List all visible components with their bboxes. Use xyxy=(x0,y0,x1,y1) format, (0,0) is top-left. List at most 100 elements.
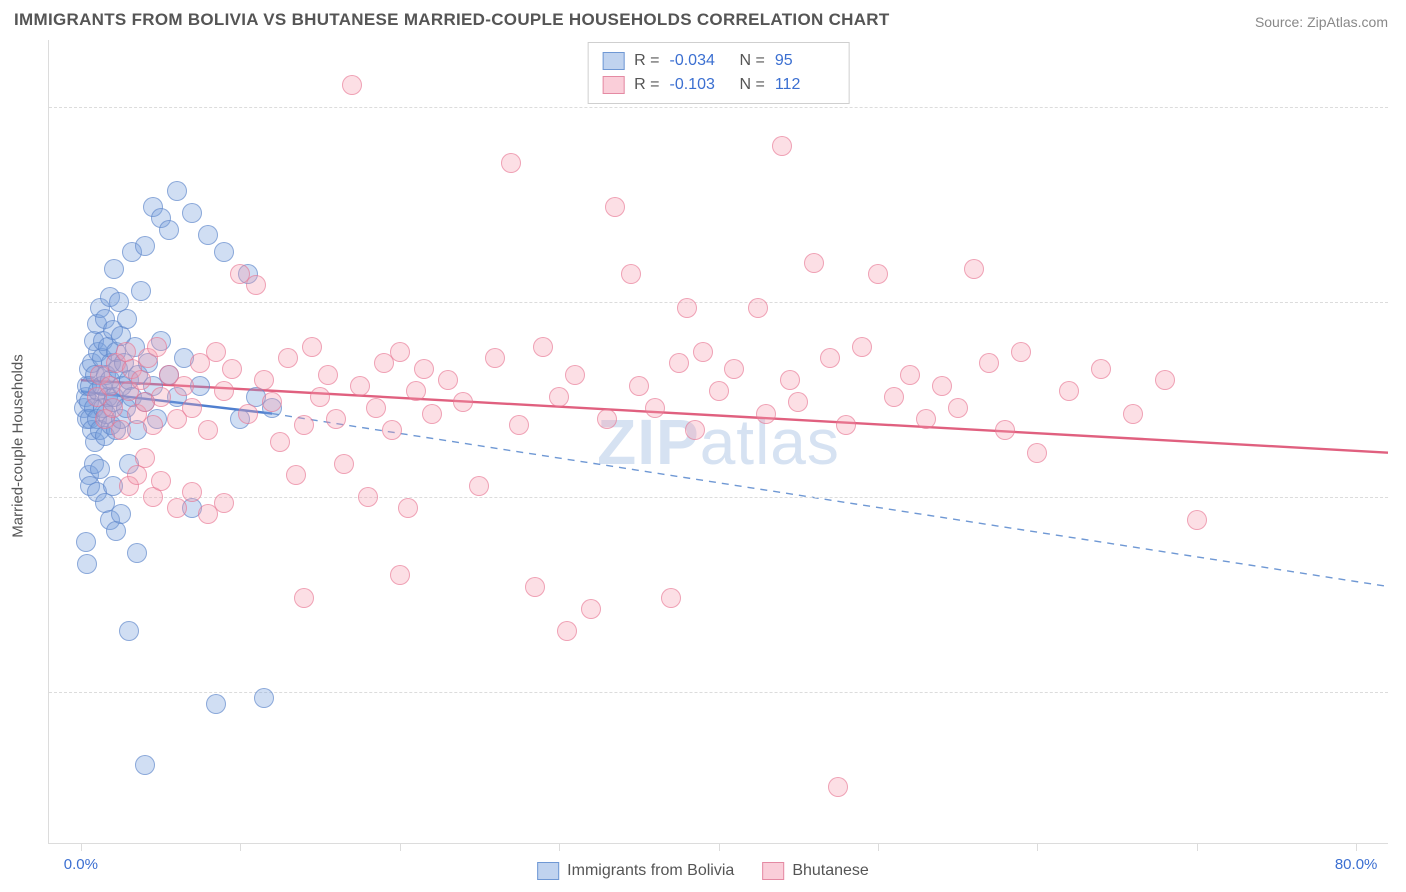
scatter-point-bhutanese xyxy=(756,404,776,424)
y-tick-label: 62.5% xyxy=(1398,294,1406,311)
scatter-point-bhutanese xyxy=(661,588,681,608)
scatter-point-bhutanese xyxy=(509,415,529,435)
scatter-point-bhutanese xyxy=(131,370,151,390)
scatter-point-bhutanese xyxy=(167,498,187,518)
source-name: ZipAtlas.com xyxy=(1307,14,1388,30)
scatter-point-bolivia xyxy=(198,225,218,245)
scatter-point-bhutanese xyxy=(995,420,1015,440)
legend-item-bolivia: Immigrants from Bolivia xyxy=(537,862,734,880)
scatter-point-bhutanese xyxy=(358,487,378,507)
x-tick-mark xyxy=(1356,843,1357,851)
legend-row-bhutanese: R = -0.103 N = 112 xyxy=(602,73,835,97)
x-tick-label: 0.0% xyxy=(64,856,98,873)
n-label: N = xyxy=(740,73,765,97)
x-tick-mark xyxy=(878,843,879,851)
scatter-point-bhutanese xyxy=(334,454,354,474)
scatter-point-bolivia xyxy=(206,694,226,714)
scatter-point-bhutanese xyxy=(677,298,697,318)
scatter-point-bhutanese xyxy=(350,376,370,396)
scatter-point-bhutanese xyxy=(852,337,872,357)
scatter-point-bhutanese xyxy=(310,387,330,407)
scatter-point-bhutanese xyxy=(1011,342,1031,362)
scatter-point-bhutanese xyxy=(724,359,744,379)
scatter-point-bhutanese xyxy=(294,415,314,435)
x-tick-mark xyxy=(719,843,720,851)
x-tick-label: 80.0% xyxy=(1335,856,1378,873)
scatter-point-bhutanese xyxy=(182,482,202,502)
scatter-point-bhutanese xyxy=(645,398,665,418)
scatter-point-bhutanese xyxy=(278,348,298,368)
scatter-point-bhutanese xyxy=(948,398,968,418)
scatter-point-bhutanese xyxy=(342,75,362,95)
scatter-point-bhutanese xyxy=(294,588,314,608)
scatter-point-bhutanese xyxy=(198,420,218,440)
scatter-point-bhutanese xyxy=(1155,370,1175,390)
scatter-point-bolivia xyxy=(131,281,151,301)
scatter-point-bhutanese xyxy=(143,415,163,435)
scatter-point-bolivia xyxy=(77,554,97,574)
scatter-point-bhutanese xyxy=(135,448,155,468)
scatter-point-bhutanese xyxy=(693,342,713,362)
r-value-bhutanese: -0.103 xyxy=(670,73,730,97)
y-tick-label: 27.5% xyxy=(1398,684,1406,701)
scatter-point-bhutanese xyxy=(390,342,410,362)
n-value-bolivia: 95 xyxy=(775,49,835,73)
scatter-point-bhutanese xyxy=(597,409,617,429)
legend-label-bolivia: Immigrants from Bolivia xyxy=(567,862,734,880)
scatter-point-bhutanese xyxy=(238,404,258,424)
scatter-point-bolivia xyxy=(104,259,124,279)
r-value-bolivia: -0.034 xyxy=(670,49,730,73)
scatter-point-bhutanese xyxy=(422,404,442,424)
scatter-point-bhutanese xyxy=(828,777,848,797)
y-axis-label: Married-couple Households xyxy=(10,354,27,537)
scatter-point-bhutanese xyxy=(214,381,234,401)
series-legend: Immigrants from Bolivia Bhutanese xyxy=(537,862,869,880)
scatter-point-bhutanese xyxy=(565,365,585,385)
scatter-point-bolivia xyxy=(254,688,274,708)
scatter-point-bhutanese xyxy=(485,348,505,368)
y-tick-label: 45.0% xyxy=(1398,489,1406,506)
scatter-point-bhutanese xyxy=(151,471,171,491)
scatter-point-bhutanese xyxy=(916,409,936,429)
scatter-point-bhutanese xyxy=(964,259,984,279)
scatter-point-bhutanese xyxy=(414,359,434,379)
scatter-point-bhutanese xyxy=(820,348,840,368)
chart-title: IMMIGRANTS FROM BOLIVIA VS BHUTANESE MAR… xyxy=(14,10,890,30)
scatter-point-bolivia xyxy=(167,181,187,201)
scatter-point-bhutanese xyxy=(406,381,426,401)
scatter-point-bolivia xyxy=(159,220,179,240)
scatter-point-bolivia xyxy=(182,203,202,223)
scatter-point-bhutanese xyxy=(262,392,282,412)
x-tick-mark xyxy=(81,843,82,851)
scatter-point-bolivia xyxy=(119,621,139,641)
scatter-point-bhutanese xyxy=(151,387,171,407)
x-tick-mark xyxy=(1197,843,1198,851)
scatter-point-bhutanese xyxy=(214,493,234,513)
scatter-point-bhutanese xyxy=(669,353,689,373)
scatter-point-bolivia xyxy=(76,532,96,552)
correlation-legend: R = -0.034 N = 95 R = -0.103 N = 112 xyxy=(587,42,850,104)
y-tick-label: 80.0% xyxy=(1398,98,1406,115)
scatter-point-bhutanese xyxy=(1091,359,1111,379)
scatter-point-bhutanese xyxy=(182,398,202,418)
scatter-point-bhutanese xyxy=(1123,404,1143,424)
x-tick-mark xyxy=(240,843,241,851)
source-attribution: Source: ZipAtlas.com xyxy=(1255,14,1388,30)
scatter-point-bhutanese xyxy=(629,376,649,396)
scatter-point-bhutanese xyxy=(206,342,226,362)
gridline-h xyxy=(49,107,1388,108)
r-label: R = xyxy=(634,49,659,73)
x-tick-mark xyxy=(1037,843,1038,851)
scatter-point-bhutanese xyxy=(326,409,346,429)
scatter-point-bhutanese xyxy=(525,577,545,597)
scatter-point-bhutanese xyxy=(1187,510,1207,530)
scatter-point-bhutanese xyxy=(103,398,123,418)
x-tick-mark xyxy=(559,843,560,851)
scatter-point-bhutanese xyxy=(748,298,768,318)
scatter-point-bhutanese xyxy=(605,197,625,217)
scatter-point-bolivia xyxy=(135,755,155,775)
scatter-point-bhutanese xyxy=(804,253,824,273)
scatter-point-bhutanese xyxy=(1027,443,1047,463)
swatch-bhutanese xyxy=(602,76,624,94)
trend-line xyxy=(272,414,1388,587)
